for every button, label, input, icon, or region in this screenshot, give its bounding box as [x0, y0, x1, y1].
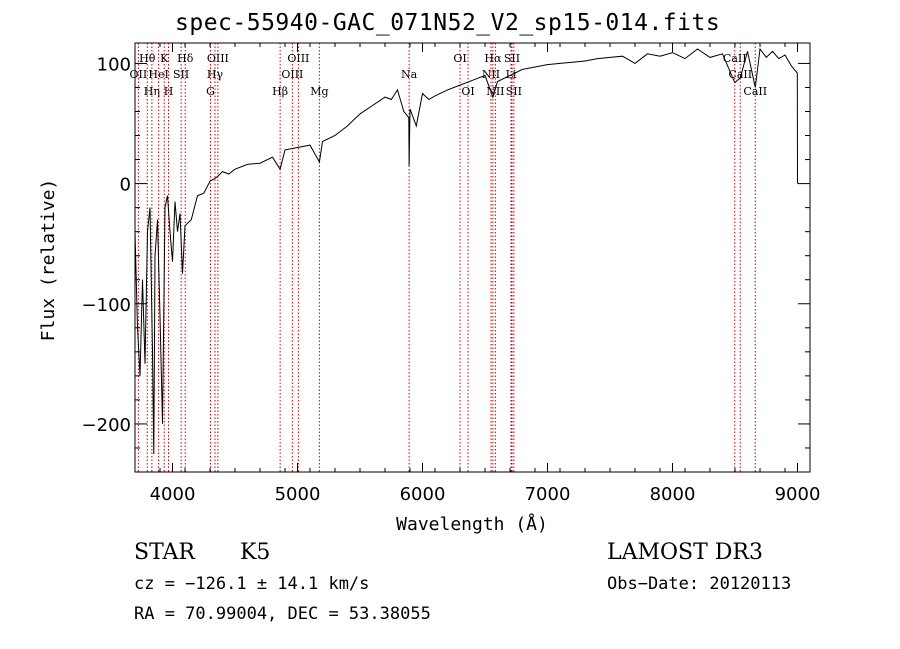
sky-coordinates: RA = 70.99004, DEC = 53.38055	[134, 604, 431, 624]
line-label-OIII: OIII	[207, 52, 229, 65]
line-label-Hθ: Hθ	[139, 52, 156, 65]
spectral-line-markers	[137, 43, 756, 472]
x-tick-label: 5000	[275, 484, 321, 505]
line-label-OIII: OIII	[281, 68, 303, 81]
x-tick-label: 4000	[150, 484, 196, 505]
line-label-NII: NII	[482, 68, 500, 81]
line-label-CaII: CaII	[743, 85, 767, 98]
line-label-Mg: Mg	[310, 85, 328, 98]
line-label-Hδ: Hδ	[177, 52, 194, 65]
x-tick-label: 8000	[650, 484, 696, 505]
line-label-OIII: OIII	[287, 52, 309, 65]
line-label-OII: OII	[130, 68, 148, 81]
flux-series-line	[134, 47, 798, 455]
y-tick-label: 100	[97, 54, 131, 75]
x-tick-label: 6000	[400, 484, 446, 505]
y-tick-label: −200	[82, 415, 131, 436]
line-label-OI: OI	[453, 52, 466, 65]
line-label-CaII: CaII	[723, 52, 747, 65]
line-label-Na: Na	[401, 68, 418, 81]
line-label-HeI: HeI	[148, 68, 168, 81]
chart-title: spec-55940-GAC_071N52_V2_sp15-014.fits	[175, 10, 721, 36]
x-tick-label: 7000	[525, 484, 571, 505]
y-axis-label: Flux (relative)	[38, 179, 59, 342]
y-tick-label: 0	[120, 175, 131, 196]
line-label-NII: NII	[486, 85, 504, 98]
line-label-Hα: Hα	[484, 52, 502, 65]
x-axis-label: Wavelength (Å)	[396, 513, 548, 535]
line-label-H: H	[164, 85, 174, 98]
line-label-G: G	[206, 85, 215, 98]
line-label-OI: OI	[461, 85, 474, 98]
y-tick-label: −100	[82, 295, 131, 316]
object-class: STAR	[134, 540, 195, 565]
observation-date: Obs−Date: 20120113	[607, 574, 792, 594]
line-label-K: K	[160, 52, 169, 65]
line-label-SII: SII	[504, 52, 520, 65]
line-label-CaII: CaII	[728, 68, 752, 81]
redshift-velocity: cz = −126.1 ± 14.1 km/s	[134, 574, 370, 594]
x-tick-label: 9000	[775, 484, 821, 505]
axis-tick-labels: 4000 5000 6000 7000 8000 9000 −200 −100 0 100	[82, 54, 821, 505]
spectral-line-labels: OII Hθ Hη HeI K H SII Hδ G Hγ OIII Hβ OIII OIII Mg Na OI…	[130, 52, 768, 98]
axis-ticks	[134, 43, 811, 472]
line-label-Hβ: Hβ	[272, 85, 288, 98]
plot-frame	[134, 42, 811, 473]
line-label-Hη: Hη	[144, 85, 160, 98]
object-subclass: K5	[240, 540, 271, 565]
line-label-Hγ: Hγ	[207, 68, 224, 81]
survey-name: LAMOST DR3	[607, 540, 763, 565]
line-label-SII: SII	[173, 68, 189, 81]
line-label-SII: SII	[506, 85, 522, 98]
